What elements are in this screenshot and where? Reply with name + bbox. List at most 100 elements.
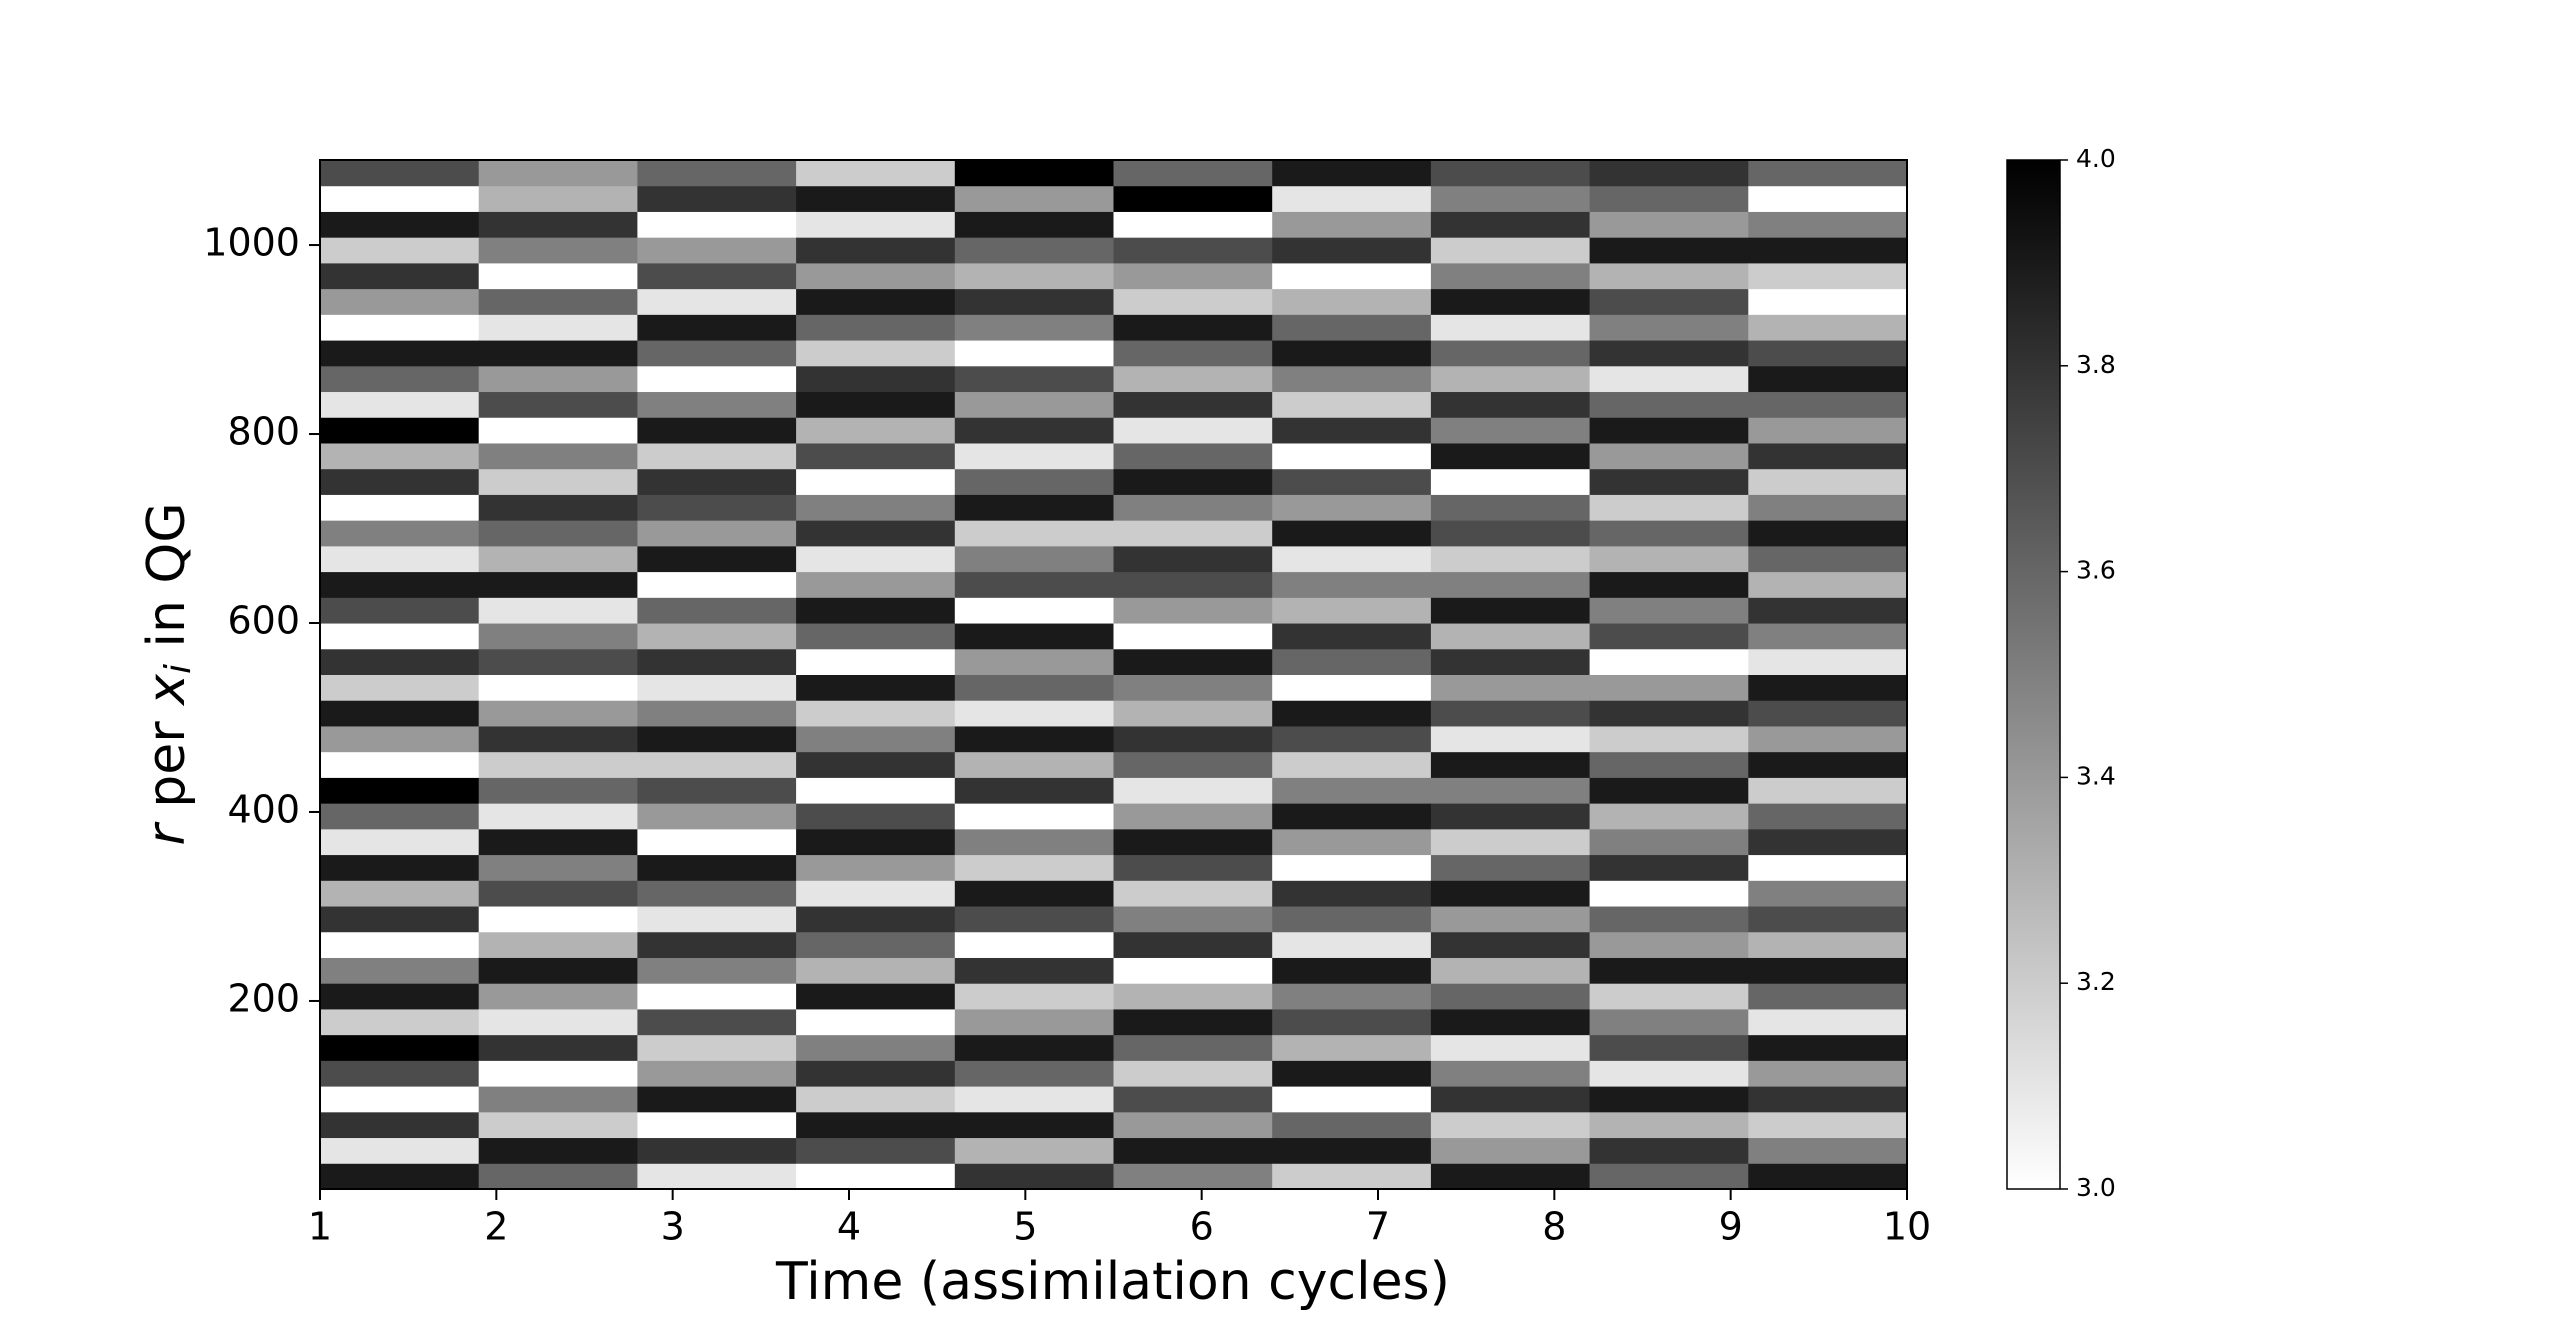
heatmap-cell [1589, 442, 1749, 470]
heatmap-cell [637, 983, 797, 1010]
heatmap-cell [1113, 288, 1273, 315]
heatmap-cell [1113, 880, 1273, 907]
heatmap-cell [796, 571, 956, 598]
heatmap-cell [1589, 545, 1749, 573]
heatmap-cell [1748, 237, 1908, 264]
heatmap-cell [637, 185, 797, 212]
heatmap-cell [796, 494, 956, 521]
heatmap-cell [1113, 983, 1273, 1010]
y-axis-label-part: i [158, 664, 199, 674]
heatmap-cell [1430, 288, 1591, 315]
heatmap-cell [1272, 700, 1432, 727]
heatmap-cell [478, 545, 638, 573]
heatmap-cell [1589, 777, 1749, 804]
heatmap-cell [478, 288, 638, 315]
heatmap-cell [796, 1163, 956, 1190]
heatmap-cell [637, 828, 797, 856]
heatmap-cell [796, 906, 956, 933]
x-tick-label: 6 [1190, 1205, 1214, 1249]
heatmap-cell [1430, 725, 1591, 753]
heatmap-cell [1748, 211, 1908, 238]
heatmap-cell [1748, 545, 1908, 573]
heatmap-cell [478, 906, 638, 933]
heatmap-cell [320, 1163, 480, 1190]
heatmap-cell [637, 262, 797, 290]
heatmap-cell [320, 237, 480, 264]
x-tick-label: 7 [1366, 1205, 1390, 1249]
heatmap-cell [478, 391, 638, 418]
heatmap-cell [637, 1086, 797, 1113]
heatmap-cell [796, 442, 956, 470]
heatmap-cell [1430, 211, 1591, 238]
heatmap-cell [1272, 288, 1432, 315]
heatmap-cell [637, 288, 797, 315]
heatmap-cell [1430, 957, 1591, 984]
heatmap-cell [478, 262, 638, 290]
heatmap-cell [320, 648, 480, 675]
x-axis-label: Time (assimilation cycles) [775, 1252, 1450, 1312]
heatmap-cell [1748, 1111, 1908, 1139]
heatmap-cell [796, 237, 956, 264]
heatmap-cell [954, 957, 1114, 984]
heatmap-cell [1272, 1163, 1432, 1190]
heatmap-cell [1272, 597, 1432, 624]
heatmap-cell [796, 468, 956, 495]
heatmap-cell [637, 1137, 797, 1164]
heatmap-cell [1589, 597, 1749, 624]
colorbar-tick-label: 3.6 [2076, 556, 2116, 585]
heatmap-cell [320, 494, 480, 521]
heatmap-cell [1589, 854, 1749, 881]
heatmap-cell [1589, 391, 1749, 418]
heatmap-cell [796, 288, 956, 315]
heatmap-cell [1589, 1086, 1749, 1113]
heatmap-cell [796, 700, 956, 727]
heatmap-cell [637, 854, 797, 881]
heatmap-cell [954, 417, 1114, 444]
heatmap-cell [1589, 365, 1749, 393]
heatmap-cell [954, 931, 1114, 958]
x-tick-label: 2 [484, 1205, 508, 1249]
heatmap-cell [1272, 365, 1432, 393]
heatmap-cell [1430, 1008, 1591, 1036]
heatmap-cell [1272, 262, 1432, 290]
heatmap-cell [954, 674, 1114, 701]
heatmap-cell [954, 442, 1114, 470]
heatmap-cell [478, 160, 638, 187]
heatmap-cell [1748, 623, 1908, 650]
heatmap-cell [478, 751, 638, 778]
heatmap-cell [1272, 1008, 1432, 1036]
heatmap-cell [1113, 1137, 1273, 1164]
heatmap-cell [954, 648, 1114, 675]
heatmap-cell [1589, 494, 1749, 521]
heatmap-cell [1589, 957, 1749, 984]
heatmap-cell [1113, 803, 1273, 830]
heatmap-cell [1430, 1060, 1591, 1087]
heatmap-cell [1748, 957, 1908, 984]
heatmap-cell [1748, 494, 1908, 521]
heatmap-cell [478, 854, 638, 881]
heatmap-cell [1748, 314, 1908, 341]
heatmap-cell [478, 468, 638, 495]
heatmap-cell [1748, 854, 1908, 881]
heatmap-cell [1430, 648, 1591, 675]
heatmap-cell [1748, 520, 1908, 547]
heatmap-cell [1430, 803, 1591, 830]
heatmap-cell [1748, 1008, 1908, 1036]
heatmap-cell [1272, 906, 1432, 933]
heatmap-cell [1430, 442, 1591, 470]
heatmap-cell [1589, 1163, 1749, 1190]
heatmap-cell [637, 648, 797, 675]
heatmap-cell [320, 262, 480, 290]
heatmap-cell [1113, 957, 1273, 984]
heatmap-cell [478, 1060, 638, 1087]
heatmap-cell [954, 1163, 1114, 1190]
heatmap-cell [796, 623, 956, 650]
heatmap-cell [1589, 1060, 1749, 1087]
heatmap-cell [637, 751, 797, 778]
heatmap-cell [1113, 777, 1273, 804]
heatmap-cell [954, 237, 1114, 264]
heatmap-cell [1589, 674, 1749, 701]
heatmap-cell [320, 1111, 480, 1139]
y-tick-label: 800 [227, 410, 300, 454]
heatmap-cell [320, 880, 480, 907]
